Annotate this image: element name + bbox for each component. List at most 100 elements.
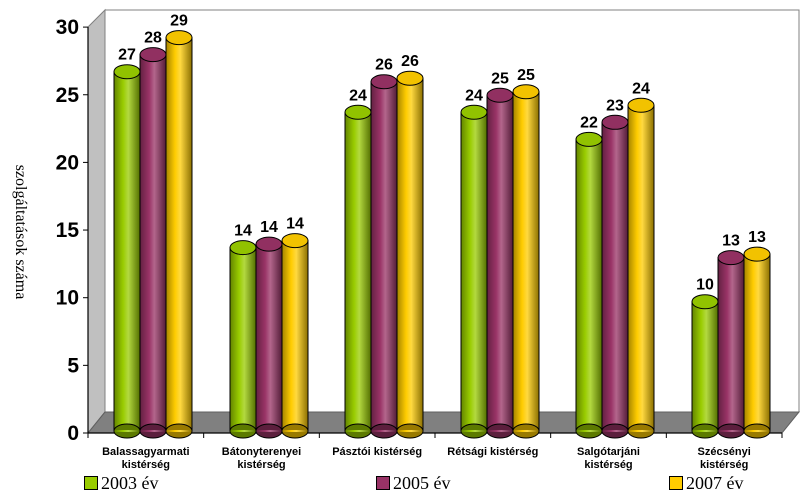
data-label: 29 xyxy=(170,13,188,30)
bar-top xyxy=(601,114,629,130)
legend-label: 2007 év xyxy=(686,473,744,493)
bar xyxy=(255,236,283,439)
bar xyxy=(113,64,141,439)
x-tick-label-line: Bátonyterenyei xyxy=(221,446,302,458)
bar-body xyxy=(281,240,309,432)
bar-body xyxy=(486,94,514,432)
bar-top xyxy=(370,74,398,90)
legend-swatch xyxy=(84,476,98,490)
bar xyxy=(627,97,655,439)
x-tick-label-line: Salgótarjáni xyxy=(577,446,640,458)
bar-body xyxy=(717,257,745,432)
bar-top xyxy=(717,250,745,266)
y-tick-label: 0 xyxy=(67,422,79,445)
y-tick-label: 20 xyxy=(56,151,79,174)
bar xyxy=(460,104,488,439)
bar-top xyxy=(512,84,540,100)
data-label: 24 xyxy=(465,87,483,104)
bar-body xyxy=(601,121,629,432)
bar-top xyxy=(113,64,141,80)
data-label: 24 xyxy=(349,87,367,104)
bar xyxy=(486,87,514,439)
y-tick-label: 15 xyxy=(56,219,80,242)
bar xyxy=(229,240,257,439)
x-tick-label-line: kistérség xyxy=(700,459,749,471)
data-label: 26 xyxy=(401,53,419,70)
bar-top xyxy=(396,70,424,86)
y-axis: 0 5 10 15 20 25 30 xyxy=(56,16,89,445)
bar-body xyxy=(396,77,424,432)
bar-series xyxy=(113,30,771,439)
legend-swatch xyxy=(669,476,683,490)
bar xyxy=(281,233,309,439)
x-tick-label-line: kistérség xyxy=(584,459,633,471)
bar-body xyxy=(229,247,257,432)
legend-swatch xyxy=(376,476,390,490)
data-label: 25 xyxy=(491,70,509,87)
bar xyxy=(601,114,629,439)
bar xyxy=(165,30,193,439)
data-label: 10 xyxy=(696,277,714,294)
data-label: 14 xyxy=(260,219,278,236)
data-label: 14 xyxy=(286,216,304,233)
data-label: 14 xyxy=(234,223,252,240)
y-tick-label: 10 xyxy=(56,287,79,310)
bar-body xyxy=(575,138,603,432)
bar-body xyxy=(255,243,283,432)
bar-body xyxy=(344,111,372,432)
data-label: 13 xyxy=(748,229,766,246)
legend-item: 2003 év xyxy=(84,474,159,492)
legend-label: 2003 év xyxy=(101,473,159,493)
x-tick-label-line: Balassagyarmati xyxy=(102,446,190,458)
side-wall xyxy=(87,8,106,435)
x-tick-label-line: kistérség xyxy=(121,459,170,471)
bar-top xyxy=(255,236,283,252)
data-label: 27 xyxy=(118,47,136,64)
bar-top xyxy=(627,97,655,113)
bar-top xyxy=(229,240,257,256)
data-label: 13 xyxy=(722,233,740,250)
bar xyxy=(512,84,540,439)
bar-body xyxy=(139,54,167,432)
bar-top xyxy=(344,104,372,120)
bar-body xyxy=(113,71,141,432)
bar xyxy=(139,47,167,439)
x-tick-label: Rétsági kistérség xyxy=(435,446,551,459)
bar xyxy=(717,250,745,439)
bar xyxy=(370,74,398,439)
x-tick-label-line: Rétsági kistérség xyxy=(447,446,539,458)
bar-top xyxy=(139,47,167,63)
data-label: 22 xyxy=(580,114,598,131)
bar-top xyxy=(165,30,193,46)
bar-body xyxy=(370,81,398,432)
bar-top xyxy=(486,87,514,103)
bar-body xyxy=(460,111,488,432)
legend-label: 2005 év xyxy=(393,473,451,493)
data-label: 24 xyxy=(632,80,650,97)
bar xyxy=(691,294,719,439)
bar-top xyxy=(691,294,719,310)
x-tick-label: Salgótarjáni kistérség xyxy=(551,446,667,472)
bar-top xyxy=(575,131,603,147)
data-label: 28 xyxy=(144,30,162,47)
bar xyxy=(575,131,603,439)
y-tick-label: 5 xyxy=(67,354,79,377)
x-axis xyxy=(87,432,783,438)
data-labels: 27 14 24 24 22 10 28 14 26 25 23 13 29 14 26 25 24 13 xyxy=(118,13,766,294)
y-tick-label: 25 xyxy=(56,84,80,107)
legend-item: 2007 év xyxy=(669,474,744,492)
bar-body xyxy=(512,91,540,432)
bar-top xyxy=(281,233,309,249)
x-tick-label: Balassagyarmati kistérség xyxy=(88,446,204,472)
x-tick-label: Pásztói kistérség xyxy=(319,446,435,459)
x-tick-label-line: Szécsényi xyxy=(697,446,751,458)
bar-top xyxy=(743,246,771,262)
y-axis-label: szolgáltatások száma xyxy=(12,165,29,300)
bar xyxy=(344,104,372,439)
data-label: 25 xyxy=(517,67,535,84)
bar-body xyxy=(691,301,719,432)
data-label: 26 xyxy=(375,57,393,74)
bar xyxy=(743,246,771,439)
data-label: 23 xyxy=(606,97,624,114)
